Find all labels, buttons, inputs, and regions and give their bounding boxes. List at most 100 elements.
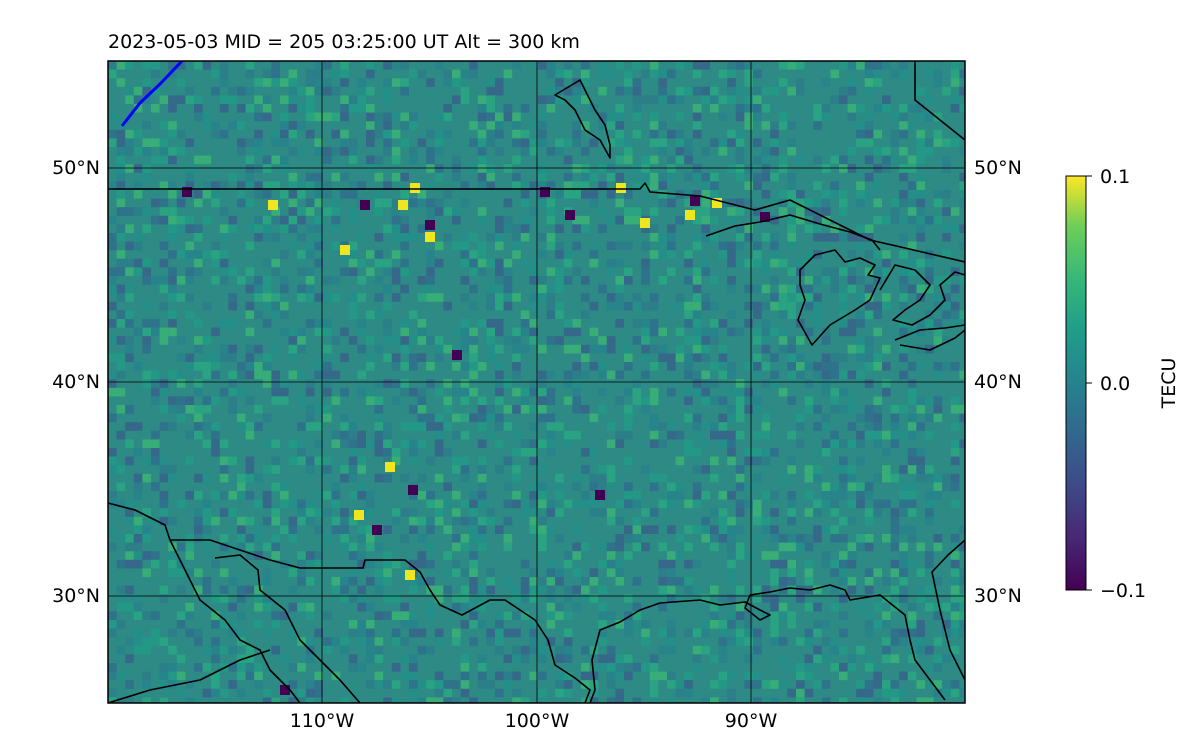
tec-cell [675, 112, 685, 122]
tec-cell [727, 577, 736, 586]
tec-cell [434, 637, 444, 646]
tec-cell [658, 147, 667, 156]
tec-cell [925, 267, 934, 276]
tec-cell [202, 542, 212, 552]
tec-cell [632, 104, 642, 113]
tec-cell [211, 396, 220, 405]
tec-cell [675, 491, 685, 500]
tec-cell [271, 379, 280, 388]
tec-cell [546, 207, 556, 216]
tec-cell [297, 86, 306, 96]
tec-cell [890, 207, 900, 216]
tec-cell [778, 534, 788, 543]
hudson-bay-shore [914, 61, 965, 141]
tec-cell [262, 155, 272, 165]
tec-cell [899, 215, 908, 225]
tec-cell [735, 508, 745, 517]
tec-cell [692, 379, 702, 388]
tec-cell [133, 147, 143, 156]
tec-cell [847, 276, 857, 285]
tec-cell [374, 310, 384, 319]
tec-cell [753, 327, 762, 337]
tec-cell [778, 387, 788, 397]
tec-cell [108, 353, 117, 362]
tec-cell [890, 568, 900, 577]
tec-cell [684, 542, 693, 552]
tec-cell [649, 439, 659, 448]
tec-cell [254, 164, 263, 173]
tec-cell [864, 78, 874, 87]
tec-cell [563, 327, 573, 337]
tec-cell [202, 645, 212, 655]
lat-label-50n-left: 50°N [52, 157, 100, 179]
tec-cell [546, 61, 556, 70]
tec-cell [692, 276, 702, 285]
tec-cell [116, 482, 126, 491]
tec-cell [873, 439, 882, 448]
tec-cell [495, 611, 504, 620]
tec-cell [959, 190, 965, 199]
tec-cell [366, 439, 375, 448]
tec-cell [271, 370, 280, 380]
tec-cell [477, 215, 487, 225]
tec-cell [374, 430, 384, 440]
tec-cell [142, 344, 151, 354]
tec-cell [374, 258, 384, 268]
tec-cell [151, 430, 160, 440]
tec-cell [658, 473, 667, 483]
tec-cell [460, 336, 470, 345]
tec-cell [495, 525, 504, 534]
tec-cell [796, 671, 805, 681]
tec-cell [718, 95, 728, 104]
tec-cell [297, 396, 306, 405]
tec-cell [202, 112, 212, 122]
tec-cell [856, 370, 865, 380]
tec-cell [563, 379, 573, 388]
tec-cell [486, 78, 495, 87]
tec-cell [959, 628, 965, 638]
tec-cell [538, 370, 547, 380]
tec-cell [254, 499, 263, 509]
tec-cell [856, 319, 865, 328]
tec-cell [228, 680, 237, 689]
tec-cell [383, 448, 392, 457]
tec-cell [735, 112, 745, 122]
tec-cell [770, 86, 779, 96]
tec-cell [512, 336, 521, 345]
tec-cell [959, 611, 965, 620]
tec-cell [546, 525, 556, 534]
tec-cell [228, 293, 237, 302]
tec-cell [297, 422, 306, 431]
tec-cell [340, 353, 349, 362]
tec-cell [546, 637, 556, 646]
tec-cell [486, 628, 495, 638]
tec-cell [142, 207, 151, 216]
tec-cell [452, 95, 461, 104]
tec-cell [916, 207, 925, 216]
tec-cell [581, 164, 590, 173]
tec-cell [796, 680, 805, 689]
tec-cell [237, 542, 246, 552]
tec-cell [546, 69, 556, 79]
tec-cell [882, 379, 891, 388]
tec-cell [632, 620, 642, 629]
tec-cell [718, 353, 728, 362]
tec-cell [280, 379, 289, 388]
tec-cell [598, 473, 607, 483]
tec-cell [624, 301, 633, 311]
tec-cell [185, 568, 194, 577]
tec-cell [495, 688, 504, 698]
tec-cell [606, 241, 616, 251]
tec-cell [288, 129, 298, 139]
tec-cell [357, 491, 366, 500]
tec-cell [486, 293, 495, 302]
tec-cell [787, 284, 796, 294]
tec-cell [890, 508, 900, 517]
tec-cell [546, 430, 556, 440]
tec-cell [692, 344, 702, 354]
tec-cell [228, 456, 237, 466]
tec-cell [744, 680, 753, 689]
tec-cell [555, 680, 564, 689]
tec-cell [907, 379, 917, 388]
tec-cell [882, 430, 891, 440]
